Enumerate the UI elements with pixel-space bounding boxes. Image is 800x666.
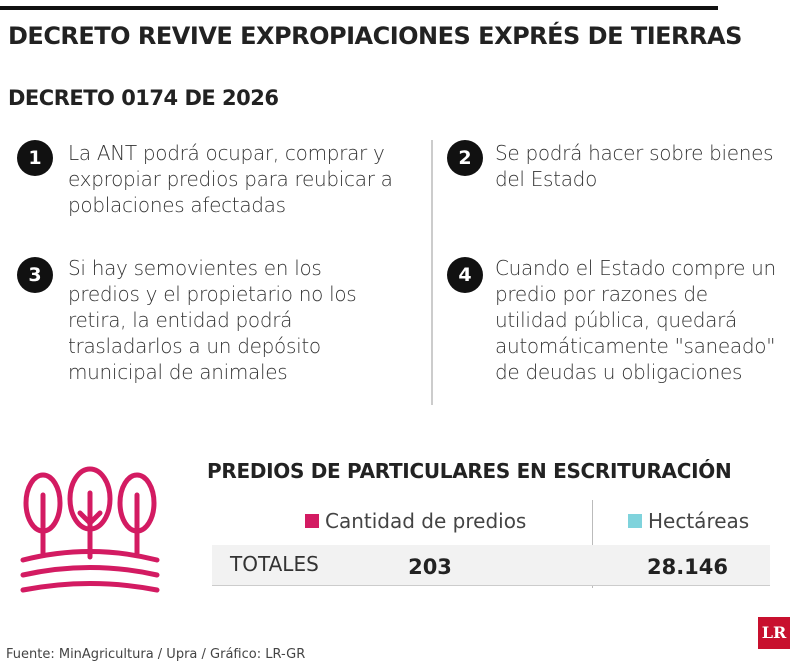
item-text: Cuando el Estado compre un predio por ra… xyxy=(495,256,776,384)
source: Fuente: MinAgricultura / Upra / Gráfico:… xyxy=(6,647,306,662)
legend-label: Hectáreas xyxy=(648,509,750,533)
item-text: La ANT podrá ocupar, comprar y expropiar… xyxy=(68,141,393,217)
logo: LR xyxy=(758,617,790,649)
subtitle: DECRETO 0174 DE 2026 xyxy=(8,86,279,110)
item-number: 1 xyxy=(17,140,53,176)
title: DECRETO REVIVE EXPROPIACIONES EXPRÉS DE … xyxy=(8,22,742,50)
divider xyxy=(431,140,433,405)
row-label: TOTALES xyxy=(230,552,319,576)
cell: 28.146 xyxy=(646,555,729,579)
item-number: 4 xyxy=(447,257,483,293)
table-row xyxy=(212,545,770,586)
trees-icon xyxy=(20,466,160,593)
table-title: PREDIOS DE PARTICULARES EN ESCRITURACIÓN xyxy=(207,459,732,483)
item-text: Si hay semovientes en los predios y el p… xyxy=(68,256,357,384)
column-divider xyxy=(592,500,593,588)
legend-label: Cantidad de predios xyxy=(325,509,527,533)
top-rule xyxy=(0,6,718,10)
legend-entry: Cantidad de predios xyxy=(305,509,526,533)
item-text: Se podrá hacer sobre bienes del Estado xyxy=(495,141,774,191)
cell: 203 xyxy=(408,555,452,579)
legend-entry: Hectáreas xyxy=(628,509,749,533)
item-number: 3 xyxy=(17,257,53,293)
item-number: 2 xyxy=(447,140,483,176)
